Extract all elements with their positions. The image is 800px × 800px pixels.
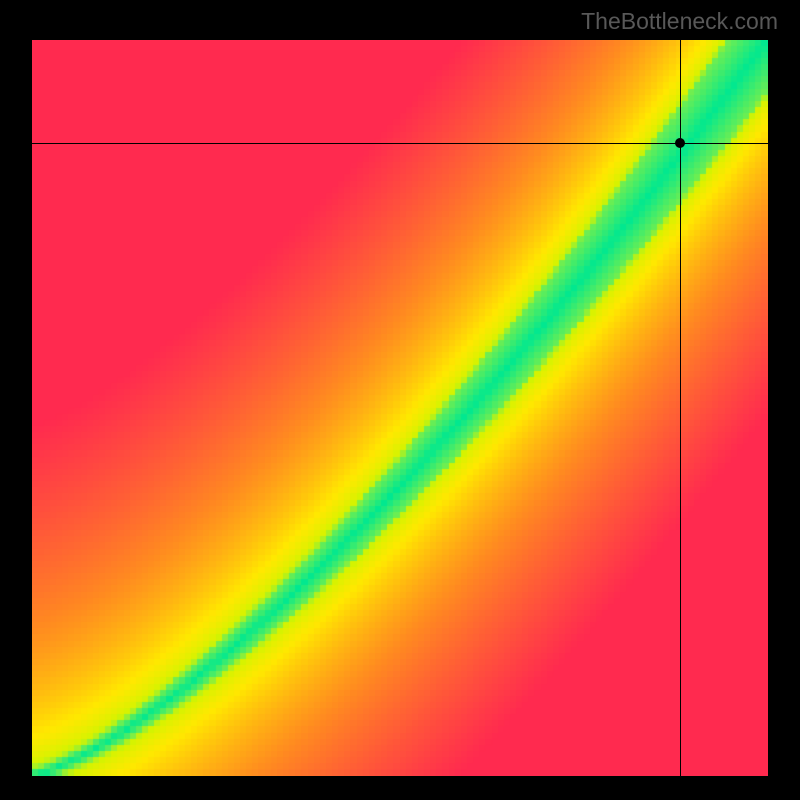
heatmap-canvas <box>32 40 768 776</box>
heatmap-chart <box>32 40 768 776</box>
crosshair-horizontal <box>32 143 768 144</box>
crosshair-marker <box>675 138 685 148</box>
watermark-text: TheBottleneck.com <box>581 8 778 35</box>
crosshair-vertical <box>680 40 681 776</box>
